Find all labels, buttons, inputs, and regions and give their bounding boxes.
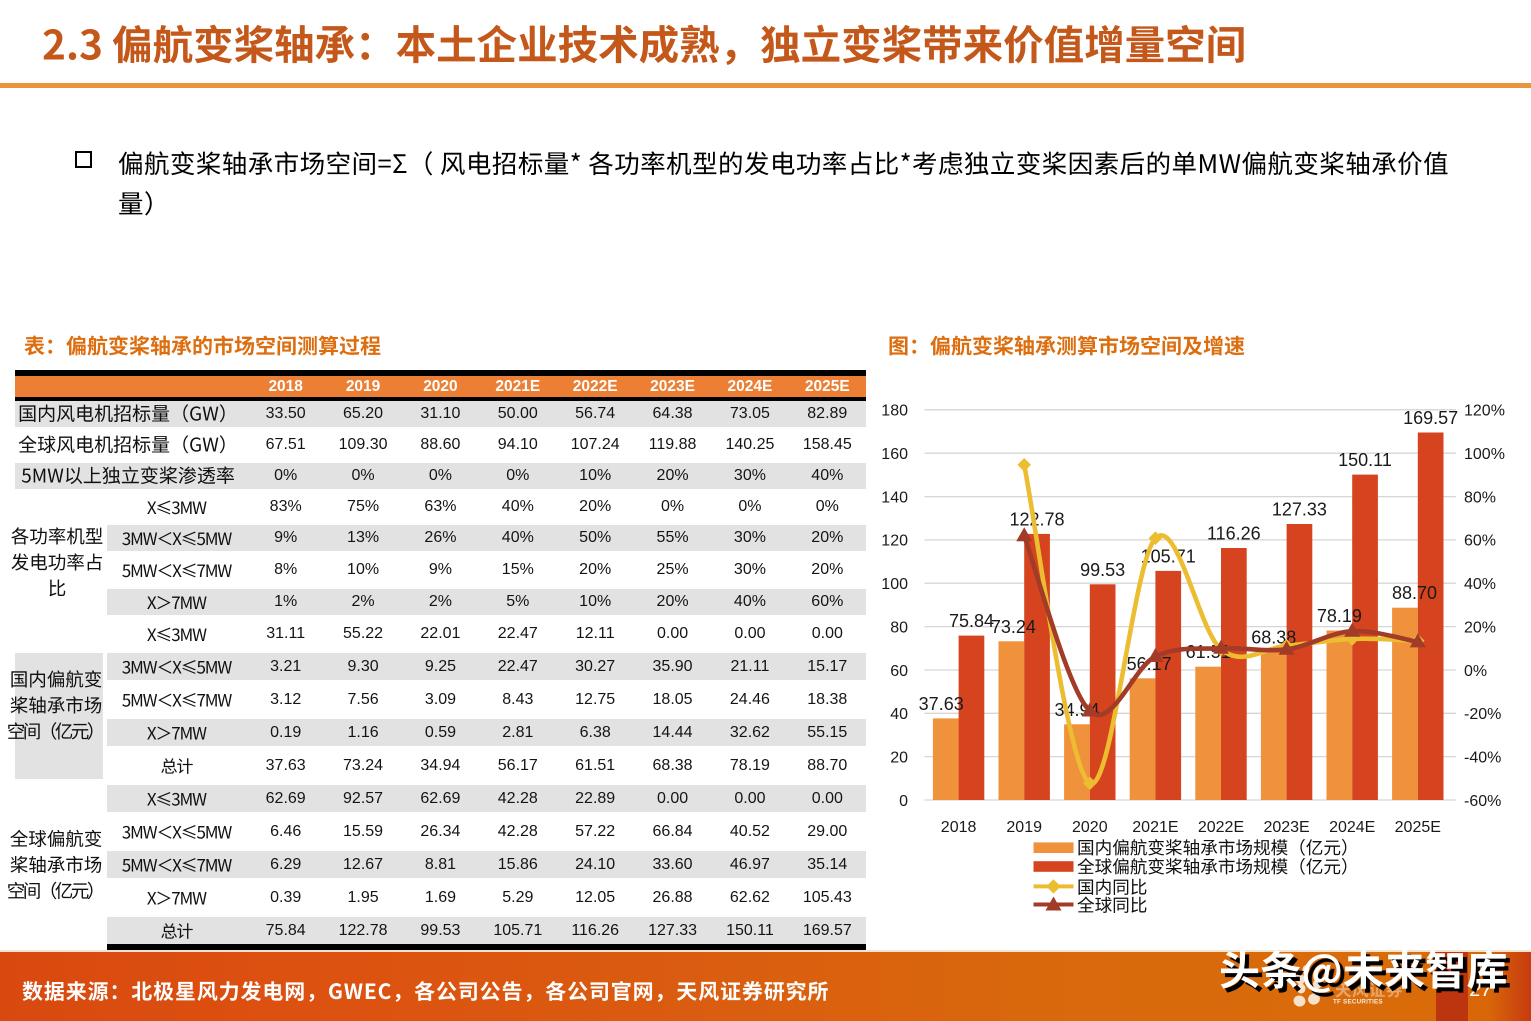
svg-text:TF SECURITIES: TF SECURITIES bbox=[1333, 999, 1383, 1006]
svg-text:99.53: 99.53 bbox=[1080, 560, 1125, 580]
svg-text:60: 60 bbox=[890, 663, 908, 680]
svg-text:2018: 2018 bbox=[941, 819, 977, 836]
svg-text:88.70: 88.70 bbox=[1392, 583, 1437, 603]
svg-text:20%: 20% bbox=[1464, 619, 1496, 636]
svg-text:40: 40 bbox=[890, 706, 908, 723]
svg-text:169.57: 169.57 bbox=[1403, 408, 1458, 428]
svg-text:75.84: 75.84 bbox=[949, 611, 994, 631]
svg-text:37.63: 37.63 bbox=[919, 694, 964, 714]
svg-text:100%: 100% bbox=[1464, 446, 1505, 463]
svg-text:2020: 2020 bbox=[1072, 819, 1108, 836]
svg-text:40%: 40% bbox=[1464, 576, 1496, 593]
svg-text:2021E: 2021E bbox=[1132, 819, 1178, 836]
svg-text:127.33: 127.33 bbox=[1272, 500, 1327, 520]
svg-text:-40%: -40% bbox=[1464, 749, 1501, 766]
svg-text:120: 120 bbox=[881, 533, 908, 550]
svg-text:80%: 80% bbox=[1464, 489, 1496, 506]
svg-text:-60%: -60% bbox=[1464, 793, 1501, 810]
svg-text:60%: 60% bbox=[1464, 533, 1496, 550]
svg-text:73.24: 73.24 bbox=[991, 617, 1036, 637]
svg-text:160: 160 bbox=[881, 446, 908, 463]
svg-text:20: 20 bbox=[890, 749, 908, 766]
svg-text:2024E: 2024E bbox=[1329, 819, 1375, 836]
svg-text:120%: 120% bbox=[1464, 403, 1505, 420]
svg-text:122.78: 122.78 bbox=[1009, 509, 1064, 529]
svg-text:2022E: 2022E bbox=[1198, 819, 1244, 836]
svg-text:180: 180 bbox=[881, 403, 908, 420]
svg-text:140: 140 bbox=[881, 489, 908, 506]
svg-text:80: 80 bbox=[890, 619, 908, 636]
svg-text:2019: 2019 bbox=[1006, 819, 1042, 836]
svg-text:100: 100 bbox=[881, 576, 908, 593]
svg-text:116.26: 116.26 bbox=[1207, 524, 1261, 544]
svg-text:150.11: 150.11 bbox=[1338, 450, 1392, 470]
svg-text:-20%: -20% bbox=[1464, 706, 1501, 723]
svg-text:2025E: 2025E bbox=[1395, 819, 1441, 836]
svg-text:0: 0 bbox=[899, 793, 908, 810]
svg-text:2023E: 2023E bbox=[1263, 819, 1309, 836]
svg-text:0%: 0% bbox=[1464, 663, 1487, 680]
svg-text:78.19: 78.19 bbox=[1317, 606, 1362, 626]
